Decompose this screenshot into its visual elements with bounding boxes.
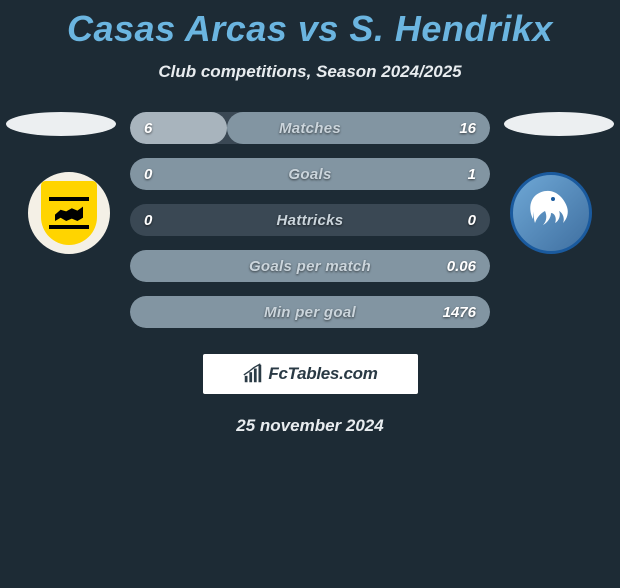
- player-left-ellipse: [6, 112, 116, 136]
- den-bosch-badge: [510, 172, 592, 254]
- badge-stripe-icon: [49, 197, 89, 201]
- cambuur-shield: [41, 181, 97, 245]
- chart-icon: [242, 363, 264, 385]
- badge-stripe-icon: [49, 225, 89, 229]
- stat-row: 0Goals1: [130, 158, 490, 190]
- dragon-icon: [521, 183, 581, 243]
- stat-row: Min per goal1476: [130, 296, 490, 328]
- stat-right-value: 16: [459, 120, 476, 137]
- stat-row: 0Hattricks0: [130, 204, 490, 236]
- stat-right-value: 1476: [443, 304, 476, 321]
- page-title: Casas Arcas vs S. Hendrikx: [0, 8, 620, 50]
- stat-right-value: 0: [468, 212, 476, 229]
- stat-label: Min per goal: [130, 304, 490, 321]
- subtitle: Club competitions, Season 2024/2025: [0, 62, 620, 82]
- player-right-ellipse: [504, 112, 614, 136]
- stat-row: 6Matches16: [130, 112, 490, 144]
- stat-right-value: 0.06: [447, 258, 476, 275]
- stat-label: Matches: [130, 120, 490, 137]
- stat-label: Goals per match: [130, 258, 490, 275]
- cambuur-badge: [28, 172, 110, 254]
- logo-text: FcTables.com: [268, 364, 377, 384]
- stat-label: Hattricks: [130, 212, 490, 229]
- date-label: 25 november 2024: [0, 416, 620, 436]
- comparison-area: 6Matches160Goals10Hattricks0Goals per ma…: [0, 112, 620, 328]
- stats-list: 6Matches160Goals10Hattricks0Goals per ma…: [130, 112, 490, 328]
- stat-row: Goals per match0.06: [130, 250, 490, 282]
- stat-right-value: 1: [468, 166, 476, 183]
- badge-animal-icon: [55, 205, 83, 221]
- stat-label: Goals: [130, 166, 490, 183]
- fctables-logo: FcTables.com: [203, 354, 418, 394]
